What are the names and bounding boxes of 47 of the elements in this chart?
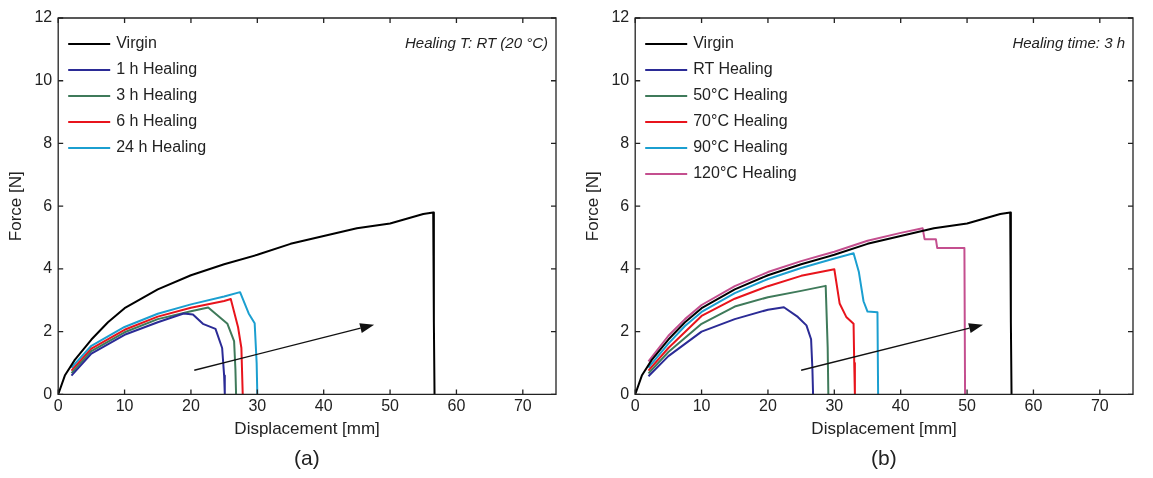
y-tick-label: 0 [620,384,630,402]
legend-label: Virgin [116,34,157,52]
y-tick-label: 6 [620,196,630,214]
x-axis-title: Displacement [mm] [234,419,380,439]
y-tick-label: 8 [620,133,630,151]
text: (b) [871,446,897,470]
y-tick-label: 10 [611,71,630,89]
x-tick-label: 60 [447,397,466,415]
y-tick-label: 6 [43,196,53,214]
y-tick-label: 10 [34,71,53,89]
legend-label: 24 h Healing [116,138,207,156]
x-tick-label: 70 [513,397,532,415]
y-tick-label: 4 [43,259,53,277]
y-tick-label: 2 [620,322,630,340]
x-tick-label: 50 [381,397,400,415]
legend-label: Virgin [693,34,734,52]
annotation: Healing time: 3 h [1012,34,1125,52]
legend-label: 3 h Healing [116,86,198,104]
text: (a) [294,446,320,470]
x-tick-label: 10 [115,397,134,415]
x-tick-label: 30 [825,397,844,415]
y-tick-label: 2 [43,322,53,340]
y-tick-label: 12 [611,8,630,26]
x-tick-label: 60 [1024,397,1043,415]
legend-label: RT Healing [693,60,773,78]
legend-label: 70°C Healing [693,112,788,130]
legend-label: 1 h Healing [116,60,198,78]
y-tick-label: 0 [43,384,53,402]
y-tick-label: 4 [620,259,630,277]
legend-label: 6 h Healing [116,112,198,130]
x-tick-label: 20 [759,397,777,415]
x-tick-label: 70 [1090,397,1109,415]
annotation: Healing T: RT (20 °C) [405,34,548,52]
legend-label: 120°C Healing [693,164,797,182]
y-tick-label: 12 [34,8,53,26]
x-tick-label: 30 [248,397,267,415]
y-axis-title: Force [N] [5,171,25,242]
x-tick-label: 40 [314,397,333,415]
x-tick-label: 40 [891,397,910,415]
y-tick-label: 8 [43,133,53,151]
x-axis-title: Displacement [mm] [811,419,957,439]
y-axis-title: Force [N] [582,171,602,242]
legend-label: 50°C Healing [693,86,788,104]
x-tick-label: 20 [182,397,200,415]
x-tick-label: 50 [958,397,977,415]
x-tick-label: 10 [692,397,711,415]
legend-label: 90°C Healing [693,138,788,156]
